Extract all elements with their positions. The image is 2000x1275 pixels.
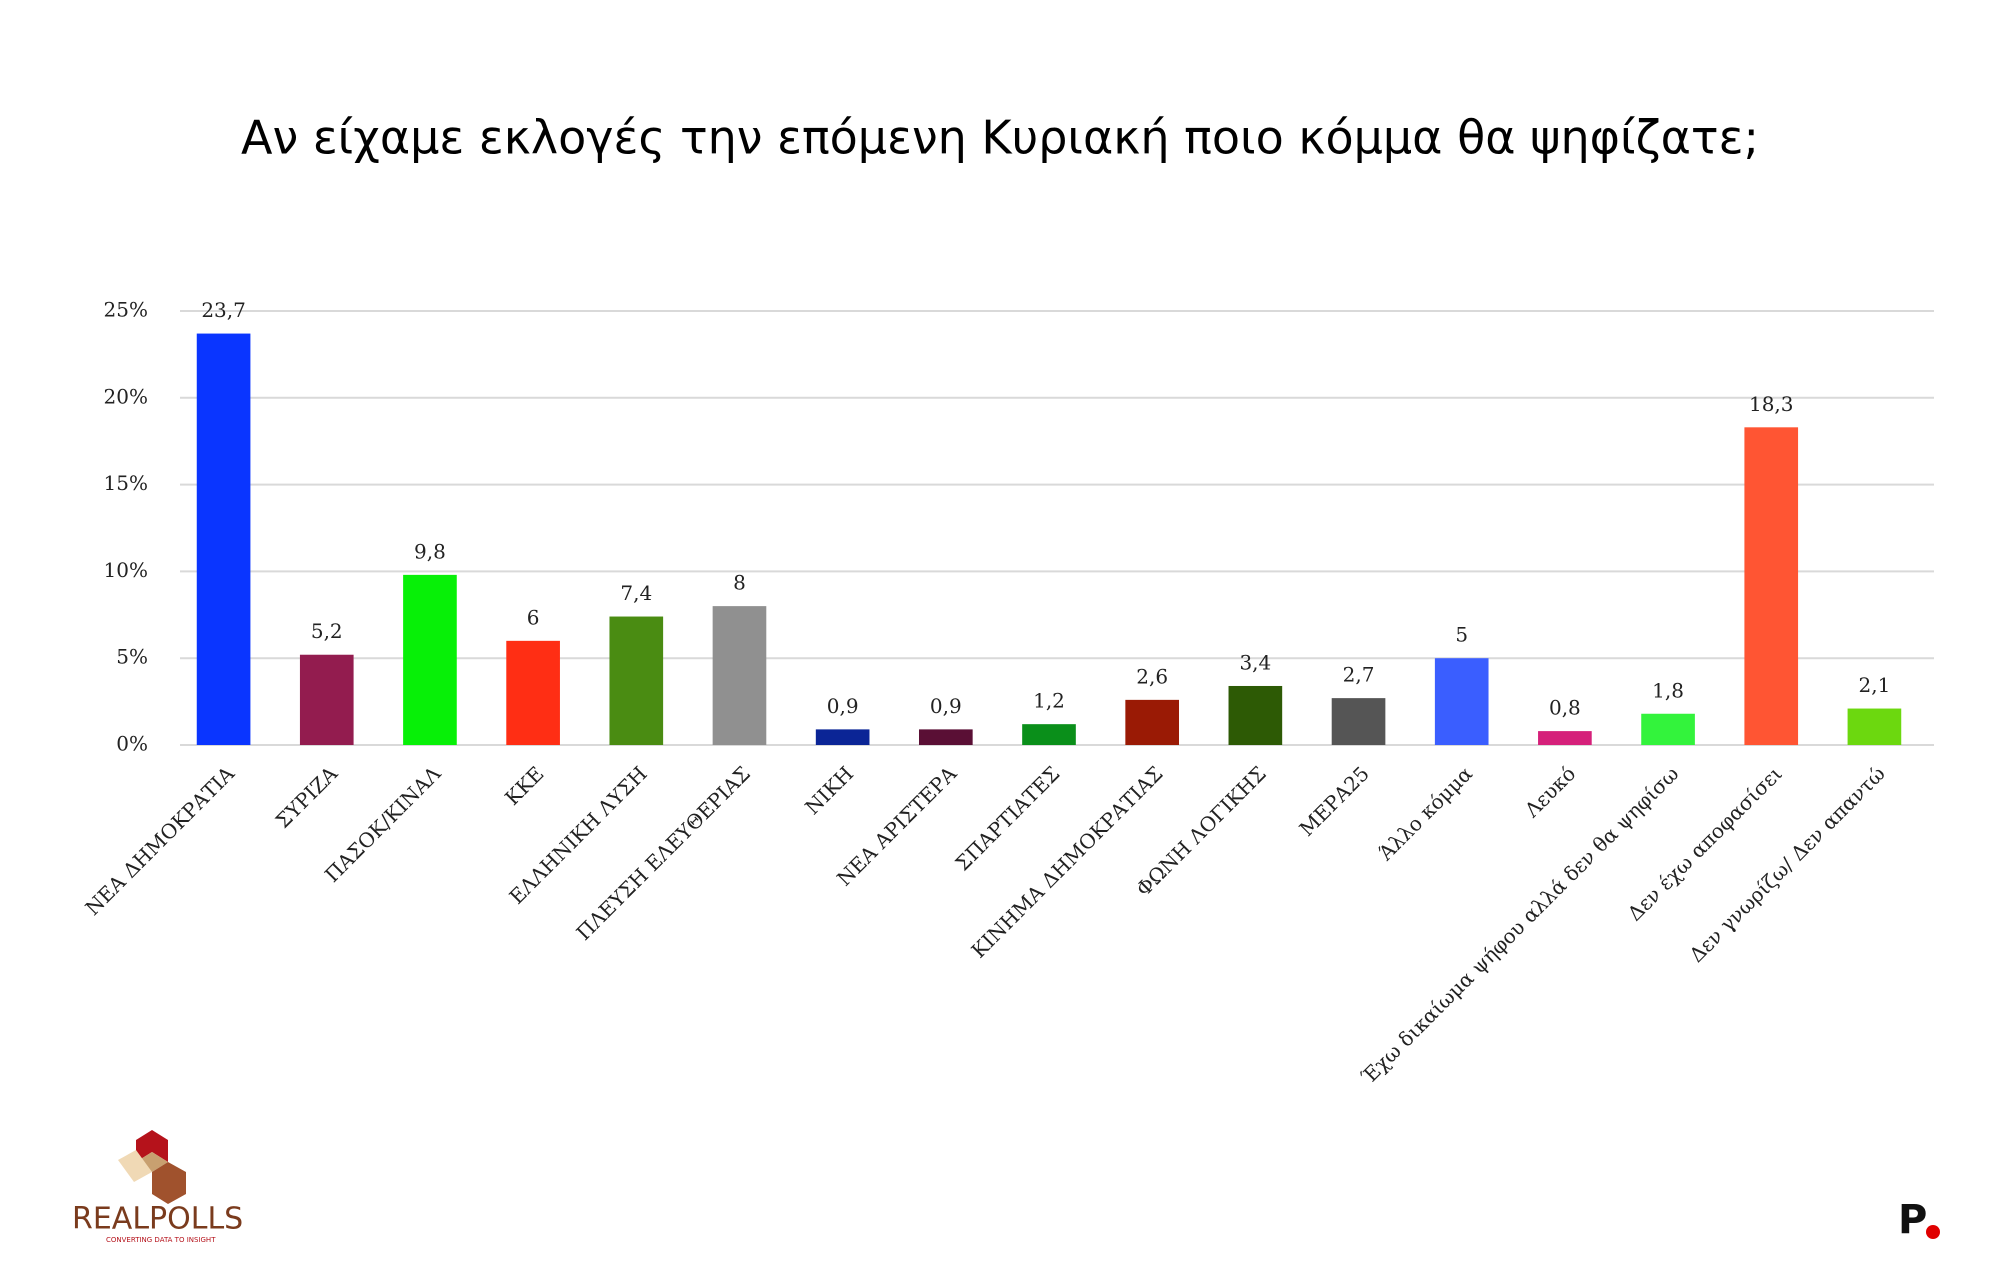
bar: [1228, 685, 1283, 745]
realpolls-logo: REALPOLLS CONVERTING DATA TO INSIGHT: [72, 1130, 243, 1244]
x-tick-label: ΣΥΡΙΖΑ: [271, 761, 343, 833]
value-label: 7,4: [620, 581, 652, 605]
x-tick-label: ΜΕΡΑ25: [1294, 761, 1374, 841]
value-label: 3,4: [1239, 650, 1271, 674]
bar: [1538, 731, 1592, 745]
value-label: 2,7: [1343, 663, 1375, 687]
value-label: 2,1: [1859, 673, 1891, 697]
bar: [299, 654, 354, 745]
value-label: 8: [733, 571, 746, 595]
x-tick-label: ΝΙΚΗ: [800, 761, 858, 819]
logo-tagline: CONVERTING DATA TO INSIGHT: [106, 1236, 216, 1244]
bar: [403, 574, 457, 745]
x-tick-label: Άλλο κόμμα: [1373, 761, 1477, 865]
value-label: 1,8: [1652, 678, 1684, 702]
value-label: 1,2: [1033, 689, 1065, 713]
x-tick-label: Έχω δικαίωμα ψήφου αλλά δεν θα ψηφίσω: [1356, 761, 1683, 1088]
bar: [609, 616, 664, 745]
logo-cube: [136, 1130, 168, 1162]
logo-dot: [1926, 1225, 1940, 1239]
bar: [1641, 713, 1695, 745]
bar: [506, 640, 560, 745]
chart-title: Αν είχαμε εκλογές την επόμενη Κυριακή πο…: [241, 111, 1759, 165]
x-tick-label: ΝΕΑ ΔΗΜΟΚΡΑΤΙΑ: [80, 761, 239, 920]
bar: [196, 333, 251, 745]
logo-text: REALPOLLS: [72, 1202, 243, 1237]
value-label: 6: [527, 605, 540, 629]
value-label: 0,8: [1549, 696, 1581, 720]
x-tick-label: Λευκό: [1519, 761, 1580, 822]
x-tick-label: ΚΚΕ: [500, 761, 548, 809]
bar: [1847, 708, 1902, 745]
value-label: 9,8: [414, 539, 446, 563]
y-tick-label: 10%: [104, 558, 148, 582]
bar: [1331, 698, 1386, 745]
value-label: 0,9: [930, 694, 962, 718]
y-tick-label: 25%: [104, 298, 148, 322]
value-label: 2,6: [1136, 664, 1168, 688]
bar: [712, 606, 767, 745]
bar: [1125, 699, 1180, 745]
bar: [1022, 724, 1076, 745]
value-label: 5,2: [311, 619, 343, 643]
p-logo: P: [1898, 1197, 1940, 1243]
logo-cube: [118, 1150, 152, 1182]
value-label: 0,9: [827, 694, 859, 718]
bar: [1434, 658, 1489, 745]
value-label: 18,3: [1749, 392, 1794, 416]
bar: [918, 729, 973, 745]
value-label: 23,7: [201, 298, 246, 322]
x-tick-label: Δεν γνωρίζω/ Δεν απαντώ: [1684, 761, 1889, 966]
x-tick-label: ΚΙΝΗΜΑ ΔΗΜΟΚΡΑΤΙΑΣ: [966, 761, 1167, 962]
x-tick-label: ΠΛΕΥΣΗ ΕΛΕΥΘΕΡΙΑΣ: [571, 761, 754, 944]
y-tick-label: 15%: [104, 471, 148, 495]
y-tick-label: 0%: [116, 732, 148, 756]
x-tick-label: ΣΠΑΡΤΙΑΤΕΣ: [950, 761, 1064, 875]
bar: [1744, 427, 1799, 745]
value-label: 5: [1455, 623, 1468, 647]
logo-cube: [152, 1162, 186, 1204]
bar: [815, 729, 870, 745]
y-tick-label: 5%: [116, 645, 148, 669]
y-tick-label: 20%: [104, 384, 148, 408]
logo-text: P: [1898, 1197, 1927, 1243]
